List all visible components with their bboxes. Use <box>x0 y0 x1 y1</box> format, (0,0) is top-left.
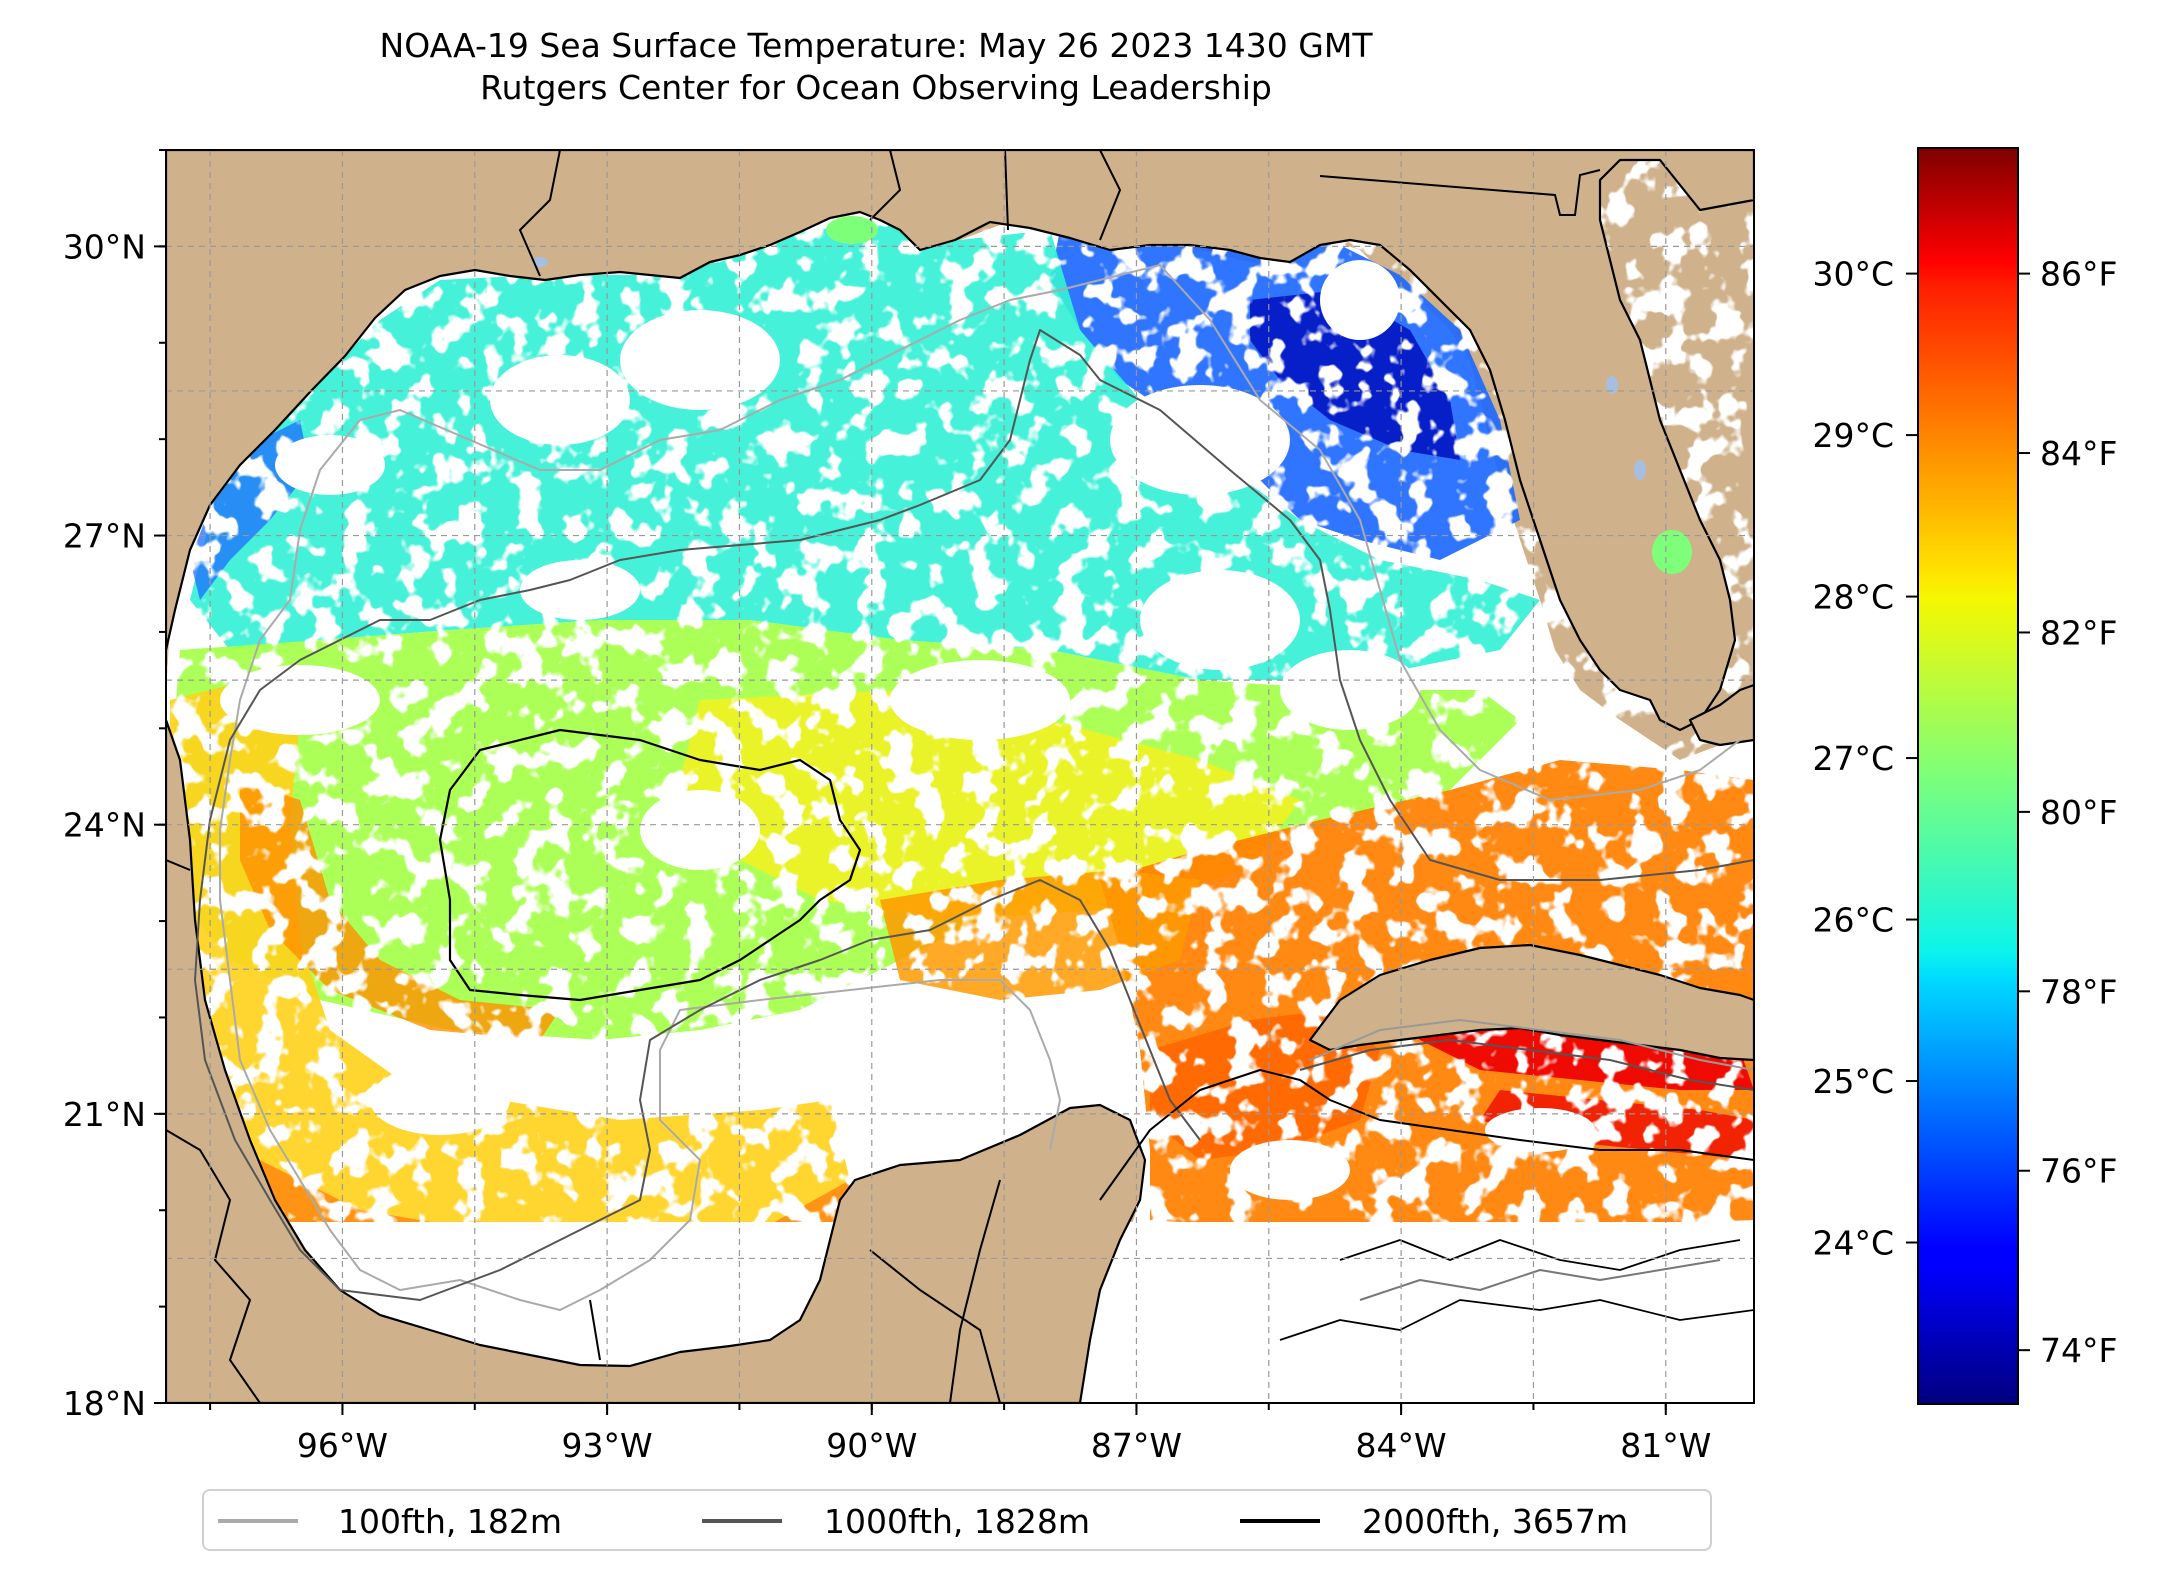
lon-tick-label: 96°W <box>297 1426 388 1465</box>
map-frame <box>165 149 1755 1404</box>
lon-tick-label: 90°W <box>826 1426 917 1465</box>
contour-1000fth-cuba <box>1299 1039 1754 1091</box>
legend-label-2000fth: 2000fth, 3657m <box>1362 1502 1628 1541</box>
lon-tick-label: 87°W <box>1091 1426 1182 1465</box>
cloud-patch <box>1485 1108 1595 1152</box>
longitude-axis: 96°W 93°W 90°W 87°W 84°W 81°W <box>209 1403 1711 1465</box>
lat-tick-label: 30°N <box>63 227 146 266</box>
contour-1000fth <box>194 879 1201 1301</box>
border-line <box>949 1179 1001 1403</box>
land-florida-south <box>1688 683 1754 747</box>
colorbar-f-label: 82°F <box>2040 613 2117 652</box>
cloud-patch <box>1110 385 1290 495</box>
border-line <box>589 1299 601 1361</box>
colorbar-f-label: 74°F <box>2040 1331 2117 1370</box>
land-cuba <box>1308 943 1754 1062</box>
colorbar-c-label: 26°C <box>1812 901 1894 940</box>
bathymetry-contours <box>194 264 1754 1341</box>
contour-1000fth <box>199 329 1754 901</box>
cloud-patch <box>220 665 380 735</box>
colorbar-c-label: 30°C <box>1812 255 1894 294</box>
border-line <box>518 150 561 277</box>
colorbar-c-label: 27°C <box>1812 739 1894 778</box>
lat-tick-label: 21°N <box>63 1095 146 1134</box>
legend-label-1000fth: 1000fth, 1828m <box>824 1502 1090 1541</box>
colorbar-f-label: 80°F <box>2040 793 2117 832</box>
legend-label-100fth: 100fth, 182m <box>338 1502 562 1541</box>
political-borders <box>166 150 1601 1403</box>
sst-field <box>166 150 1754 1403</box>
land-mexico <box>166 718 1147 1403</box>
colorbar-c-label: 24°C <box>1812 1224 1894 1263</box>
colorbar-frame <box>1917 147 2019 1405</box>
contour-100fth <box>359 264 1741 801</box>
lake-florida-small <box>1634 460 1646 480</box>
colorbar-gradient <box>1918 148 2018 1404</box>
figure-title-line1: NOAA-19 Sea Surface Temperature: May 26 … <box>379 26 1373 65</box>
border-line <box>166 859 191 871</box>
lon-tick-label: 84°W <box>1356 1426 1447 1465</box>
colorbar-f-label: 78°F <box>2040 972 2117 1011</box>
cloud-large-patches <box>220 260 1595 1200</box>
lon-tick-label: 81°W <box>1620 1426 1711 1465</box>
colorbar-c-label: 28°C <box>1812 578 1894 617</box>
border-line <box>869 150 902 221</box>
cloud-patch <box>620 310 780 410</box>
cloud-patch <box>1320 260 1400 340</box>
contour-legend <box>202 1489 1712 1551</box>
lat-tick-label: 27°N <box>63 517 146 556</box>
contour-2000fth-south <box>1279 1239 1754 1341</box>
cloud-patch <box>275 435 385 495</box>
cloud-patch <box>1230 1140 1350 1200</box>
colorbar-f-label: 86°F <box>2040 255 2117 294</box>
lat-tick-label: 24°N <box>63 806 146 845</box>
border-line <box>1319 169 1601 216</box>
land-us-coast <box>166 150 1754 732</box>
cloud-patch <box>1140 570 1300 670</box>
inland-lakes <box>532 216 1692 574</box>
border-line <box>1004 150 1009 231</box>
lake-okeechobee <box>1652 530 1692 574</box>
colorbar-fahrenheit-axis: 74°F 76°F 78°F 80°F 82°F 84°F 86°F <box>2018 255 2117 1370</box>
colorbar-c-label: 25°C <box>1812 1062 1894 1101</box>
lake-pontchartrain <box>826 216 878 244</box>
cloud-patch <box>370 1065 510 1135</box>
border-line <box>869 1249 1001 1403</box>
cloud-patch <box>640 790 760 870</box>
colorbar-celsius-axis: 24°C 25°C 26°C 27°C 28°C 29°C 30°C <box>1812 255 1918 1263</box>
map-gridlines <box>166 150 1754 1403</box>
contour-1000fth-south <box>1359 1259 1721 1301</box>
lake-florida-small <box>1606 376 1618 394</box>
lat-tick-label: 18°N <box>63 1384 146 1423</box>
border-line <box>1099 150 1122 241</box>
contour-100fth-cuba <box>1309 1019 1754 1071</box>
contour-2000fth <box>438 728 862 1002</box>
colorbar-c-label: 29°C <box>1812 416 1894 455</box>
contour-2000fth-se <box>1099 1069 1754 1201</box>
colorbar-f-label: 84°F <box>2040 434 2117 473</box>
land-masses <box>166 150 1754 1403</box>
figure-title-line2: Rutgers Center for Ocean Observing Leade… <box>480 68 1272 107</box>
cloud-patch <box>1280 650 1420 730</box>
colorbar-f-label: 76°F <box>2040 1152 2117 1191</box>
cloud-patch <box>890 660 1070 740</box>
border-line <box>166 1129 261 1403</box>
cloud-patch <box>520 560 640 620</box>
latitude-axis: 18°N 21°N 24°N 27°N 30°N <box>63 149 166 1423</box>
cloud-patch <box>490 355 630 445</box>
lon-tick-label: 93°W <box>562 1426 653 1465</box>
